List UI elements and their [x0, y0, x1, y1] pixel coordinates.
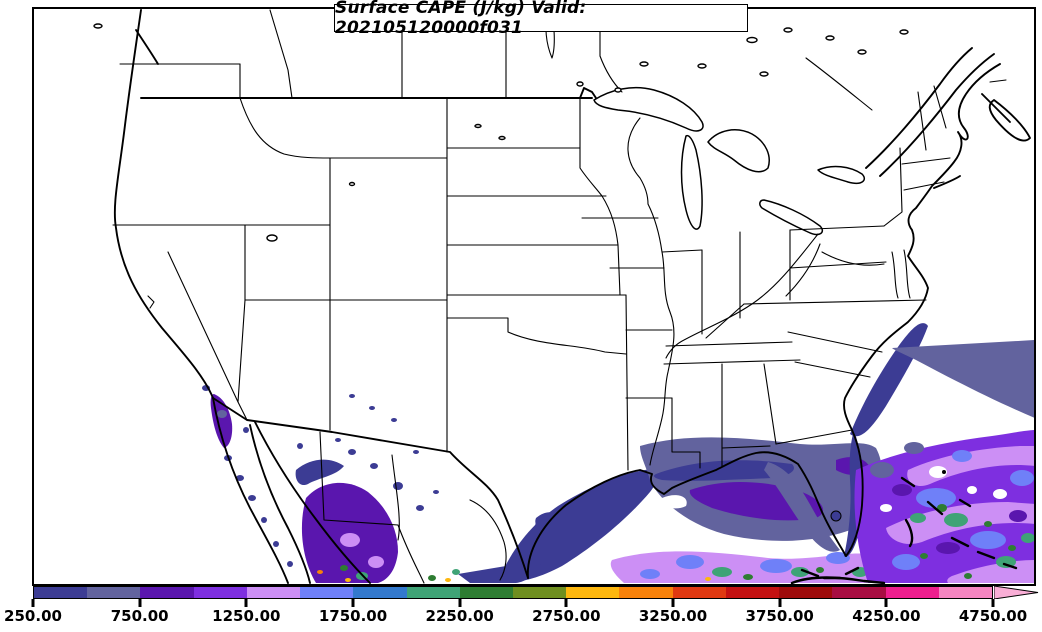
colorbar-tick-mark [991, 599, 995, 607]
colorbar-segment [300, 587, 354, 598]
islands [790, 470, 1018, 584]
colorbar-ticks: 250.00 750.00 1250.00 1750.00 2250.00 2750.00… [4, 599, 1033, 629]
colorbar-tick-label: 4750.00 [958, 607, 1028, 625]
colorbar-segment [725, 587, 780, 598]
colorbar-tick-label: 3750.00 [745, 607, 814, 625]
colorbar-tick-mark [884, 599, 888, 607]
state-borders [112, 63, 951, 471]
colorbar-tick-mark [351, 599, 355, 607]
colorbar-segment [34, 587, 88, 598]
colorbar-segment [246, 587, 301, 598]
colorbar-segment [779, 587, 833, 598]
colorbar-segment [619, 587, 673, 598]
colorbar-segment [566, 587, 620, 598]
colorbar-tick-mark [778, 599, 782, 607]
colorbar-segment [353, 587, 407, 598]
colorbar-segment [140, 587, 194, 598]
colorbar-tick-label: 750.00 [110, 607, 169, 625]
colorbar-segments [33, 586, 993, 599]
colorbar-tick-mark [564, 599, 568, 607]
colorbar-tick-label: 1750.00 [318, 607, 388, 625]
basemap-lines [93, 9, 1031, 584]
colorbar-tick-label: 4250.00 [852, 607, 921, 625]
colorbar-tick-label: 250.00 [4, 607, 62, 625]
colorbar-tick-mark [458, 599, 462, 607]
colorbar-segment [87, 587, 141, 598]
great-lakes [593, 86, 866, 236]
colorbar-tick-mark [31, 599, 35, 607]
colorbar-segment [406, 587, 460, 598]
colorbar-tick-label: 1250.00 [212, 607, 281, 625]
colorbar-tick-label: 2750.00 [532, 607, 601, 625]
colorbar-tick-label: 3250.00 [638, 607, 708, 625]
coastlines [113, 9, 1001, 584]
colorbar-segment [672, 587, 726, 598]
colorbar-segment [193, 587, 247, 598]
plot-title: Surface CAPE (J/kg) Valid: 202105120000f… [335, 0, 587, 38]
canada-mexico-borders [269, 9, 1031, 584]
colorbar-tick-mark [671, 599, 675, 607]
colorbar-segment [938, 587, 992, 598]
colorbar-overflow-arrow [994, 586, 1039, 599]
colorbar-tick-mark [138, 599, 142, 607]
colorbar-segment [885, 587, 939, 598]
colorbar-segment [832, 587, 886, 598]
colorbar-segment [459, 587, 513, 598]
colorbar-tick-mark [244, 599, 248, 607]
colorbar-tick-label: 2250.00 [425, 607, 494, 625]
colorbar-segment [512, 587, 567, 598]
plot-title-box: Surface CAPE (J/kg) Valid: 202105120000f… [334, 0, 748, 38]
